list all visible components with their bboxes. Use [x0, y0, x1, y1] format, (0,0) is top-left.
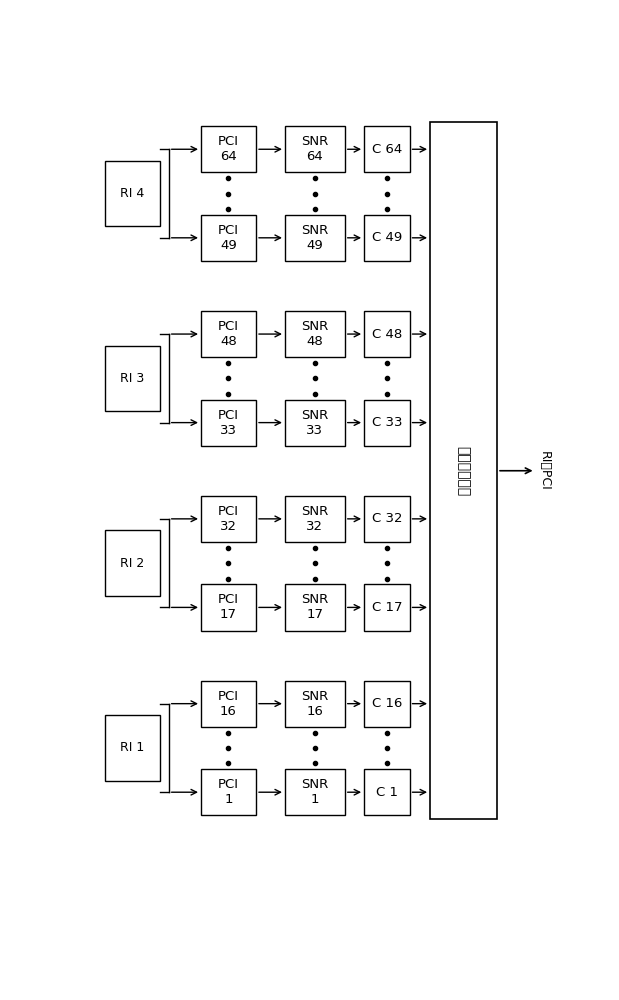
Text: PCI
48: PCI 48 — [218, 320, 239, 348]
Text: SNR
1: SNR 1 — [301, 778, 329, 806]
Bar — [201, 126, 256, 172]
Text: C 17: C 17 — [371, 601, 402, 614]
Bar — [364, 584, 410, 631]
Bar — [201, 584, 256, 631]
Bar — [430, 122, 497, 819]
Text: C 48: C 48 — [371, 328, 402, 341]
Bar — [285, 769, 345, 815]
Text: PCI
16: PCI 16 — [218, 690, 239, 718]
Text: C 32: C 32 — [371, 512, 402, 525]
Text: SNR
16: SNR 16 — [301, 690, 329, 718]
Bar — [364, 215, 410, 261]
Text: C 33: C 33 — [371, 416, 402, 429]
Bar — [285, 215, 345, 261]
Bar — [201, 769, 256, 815]
Bar — [285, 126, 345, 172]
Text: RI 3: RI 3 — [121, 372, 145, 385]
Bar — [364, 496, 410, 542]
Text: SNR
64: SNR 64 — [301, 135, 329, 163]
Bar — [105, 346, 160, 411]
Text: SNR
32: SNR 32 — [301, 505, 329, 533]
Text: C 1: C 1 — [376, 786, 398, 799]
Bar — [285, 681, 345, 727]
Bar — [105, 530, 160, 596]
Bar — [364, 769, 410, 815]
Bar — [105, 161, 160, 226]
Bar — [285, 311, 345, 357]
Text: PCI
33: PCI 33 — [218, 409, 239, 437]
Text: SNR
33: SNR 33 — [301, 409, 329, 437]
Text: PCI
64: PCI 64 — [218, 135, 239, 163]
Bar — [201, 681, 256, 727]
Bar — [285, 400, 345, 446]
Text: RI和PCI: RI和PCI — [538, 451, 551, 491]
Bar — [364, 400, 410, 446]
Text: C 64: C 64 — [371, 143, 402, 156]
Bar — [201, 215, 256, 261]
Bar — [201, 400, 256, 446]
Text: C 16: C 16 — [371, 697, 402, 710]
Text: SNR
17: SNR 17 — [301, 593, 329, 621]
Bar — [285, 496, 345, 542]
Text: C 49: C 49 — [371, 231, 402, 244]
Text: RI 2: RI 2 — [121, 557, 145, 570]
Bar — [364, 126, 410, 172]
Bar — [201, 496, 256, 542]
Text: PCI
17: PCI 17 — [218, 593, 239, 621]
Bar — [364, 681, 410, 727]
Bar — [105, 715, 160, 781]
Text: SNR
49: SNR 49 — [301, 224, 329, 252]
Text: RI 4: RI 4 — [121, 187, 145, 200]
Bar — [285, 584, 345, 631]
Bar — [201, 311, 256, 357]
Text: SNR
48: SNR 48 — [301, 320, 329, 348]
Text: RI 1: RI 1 — [121, 741, 145, 754]
Text: 最容量最大値: 最容量最大値 — [457, 446, 470, 496]
Text: PCI
32: PCI 32 — [218, 505, 239, 533]
Bar — [364, 311, 410, 357]
Text: PCI
1: PCI 1 — [218, 778, 239, 806]
Text: PCI
49: PCI 49 — [218, 224, 239, 252]
